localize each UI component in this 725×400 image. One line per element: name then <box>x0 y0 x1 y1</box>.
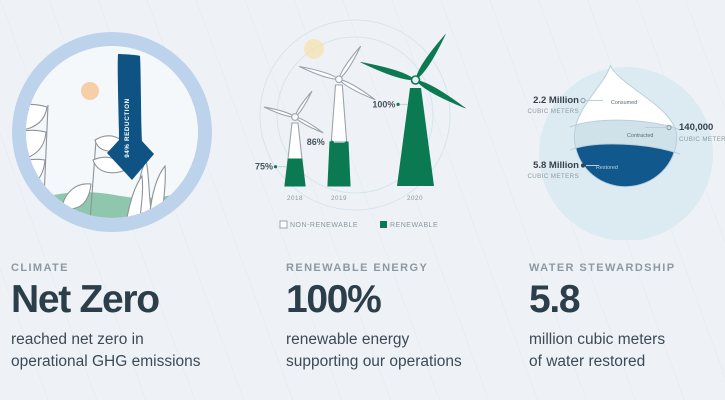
svg-text:2020: 2020 <box>407 195 423 202</box>
svg-text:Consumed: Consumed <box>611 100 637 106</box>
svg-text:CUBIC METERS: CUBIC METERS <box>527 173 579 180</box>
svg-text:2019: 2019 <box>331 195 347 202</box>
svg-text:Contracted: Contracted <box>627 133 653 139</box>
svg-text:5.8 Million: 5.8 Million <box>533 160 579 171</box>
svg-text:Restored: Restored <box>596 165 618 171</box>
svg-text:CUBIC METERS: CUBIC METERS <box>679 136 725 143</box>
svg-text:RENEWABLE: RENEWABLE <box>390 222 438 229</box>
svg-text:CUBIC METERS: CUBIC METERS <box>527 108 579 115</box>
svg-text:140,000: 140,000 <box>679 122 713 133</box>
svg-text:100%: 100% <box>372 99 395 109</box>
svg-text:NON-RENEWABLE: NON-RENEWABLE <box>290 222 358 229</box>
svg-text:2.2 Million: 2.2 Million <box>533 95 579 106</box>
svg-text:94% REDUCTION: 94% REDUCTION <box>124 98 131 158</box>
svg-text:86%: 86% <box>307 137 325 147</box>
svg-text:75%: 75% <box>255 162 273 172</box>
svg-text:2018: 2018 <box>287 195 303 202</box>
